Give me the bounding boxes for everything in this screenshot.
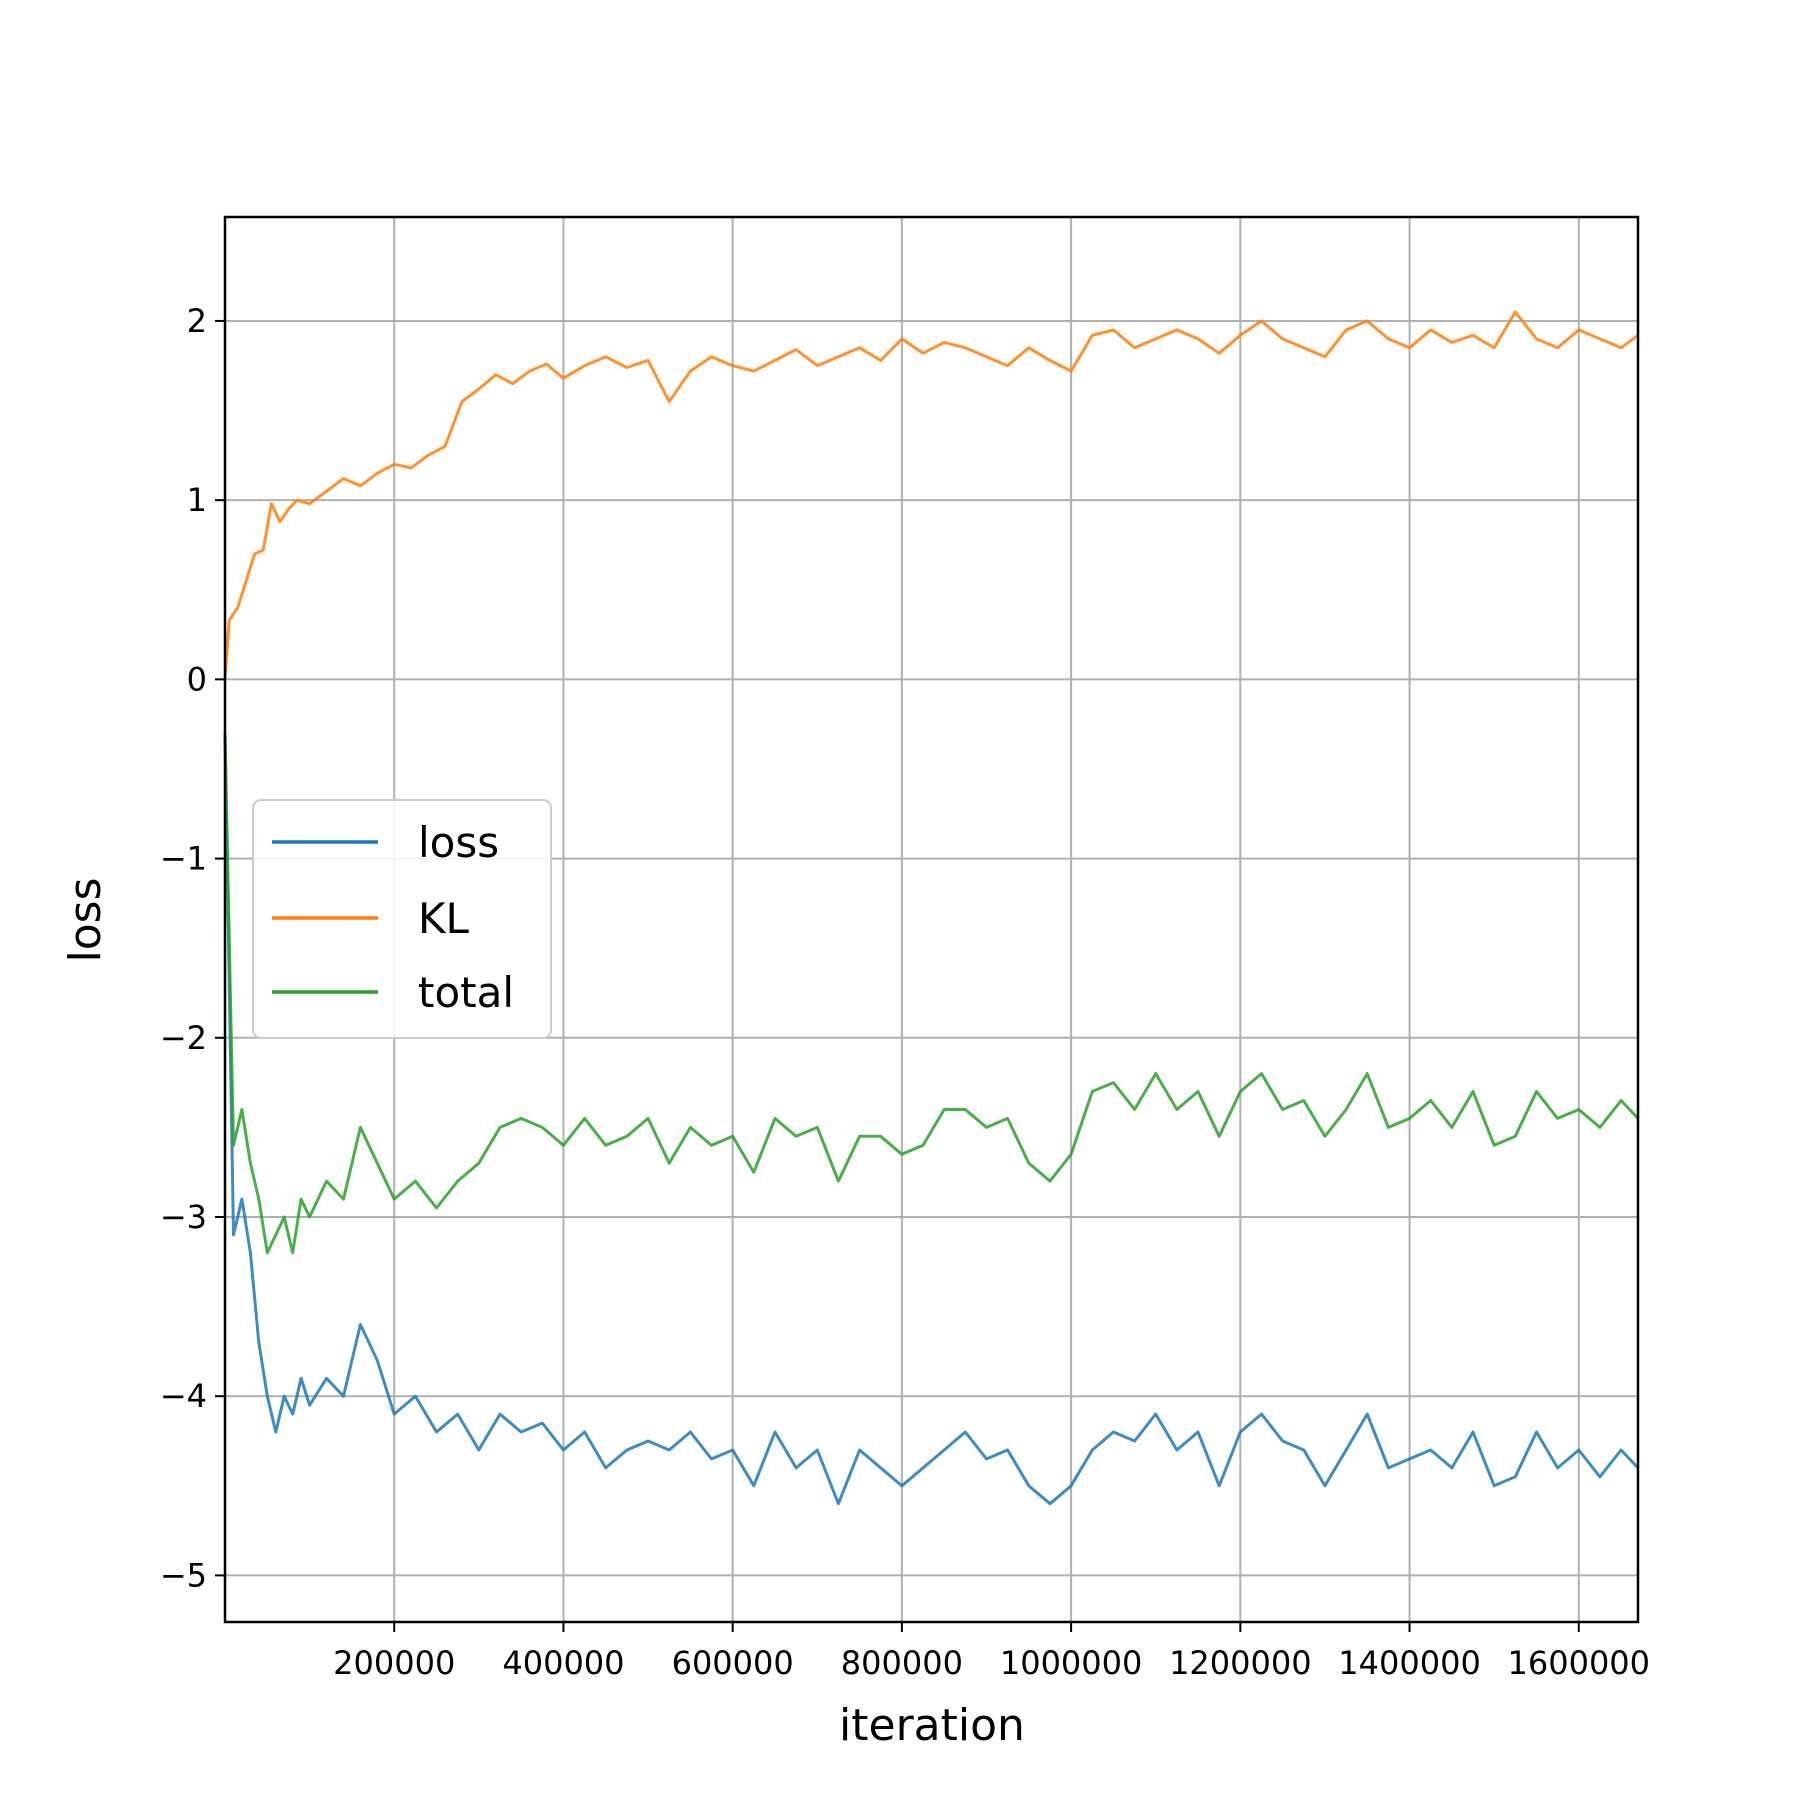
legend: loss KL total xyxy=(252,799,552,1039)
y-tick-label: −4 xyxy=(160,1377,207,1415)
grid xyxy=(225,217,1638,1622)
x-tick-label: 600000 xyxy=(672,1644,794,1682)
axis-ticks: 200000 400000 600000 800000 1000000 1200000 14… xyxy=(160,302,1650,1682)
x-tick-label: 400000 xyxy=(502,1644,624,1682)
legend-label-total: total xyxy=(418,968,514,1017)
x-tick-label: 800000 xyxy=(841,1644,963,1682)
y-tick-label: −1 xyxy=(160,840,207,878)
y-tick-label: 0 xyxy=(187,660,207,698)
series-line-kl xyxy=(223,310,1639,680)
y-tick-label: 2 xyxy=(187,302,207,340)
x-tick-label: 1400000 xyxy=(1338,1644,1481,1682)
legend-label-kl: KL xyxy=(418,894,470,943)
legend-label-loss: loss xyxy=(418,818,499,867)
y-axis-label: loss xyxy=(60,878,111,963)
x-tick-label: 1000000 xyxy=(1000,1644,1143,1682)
x-tick-label: 1200000 xyxy=(1169,1644,1312,1682)
legend-box xyxy=(252,799,552,1039)
y-tick-label: −3 xyxy=(160,1198,207,1236)
x-axis-label: iteration xyxy=(839,1700,1025,1751)
series-lines xyxy=(223,310,1640,1506)
series-line-loss xyxy=(223,733,1640,1506)
y-tick-label: 1 xyxy=(187,481,207,519)
y-tick-label: −5 xyxy=(160,1556,207,1594)
x-tick-label: 1600000 xyxy=(1508,1644,1651,1682)
x-tick-label: 200000 xyxy=(333,1644,455,1682)
plot-frame xyxy=(223,215,1640,1624)
series-line-total xyxy=(223,733,1640,1255)
y-tick-label: −2 xyxy=(160,1019,207,1057)
